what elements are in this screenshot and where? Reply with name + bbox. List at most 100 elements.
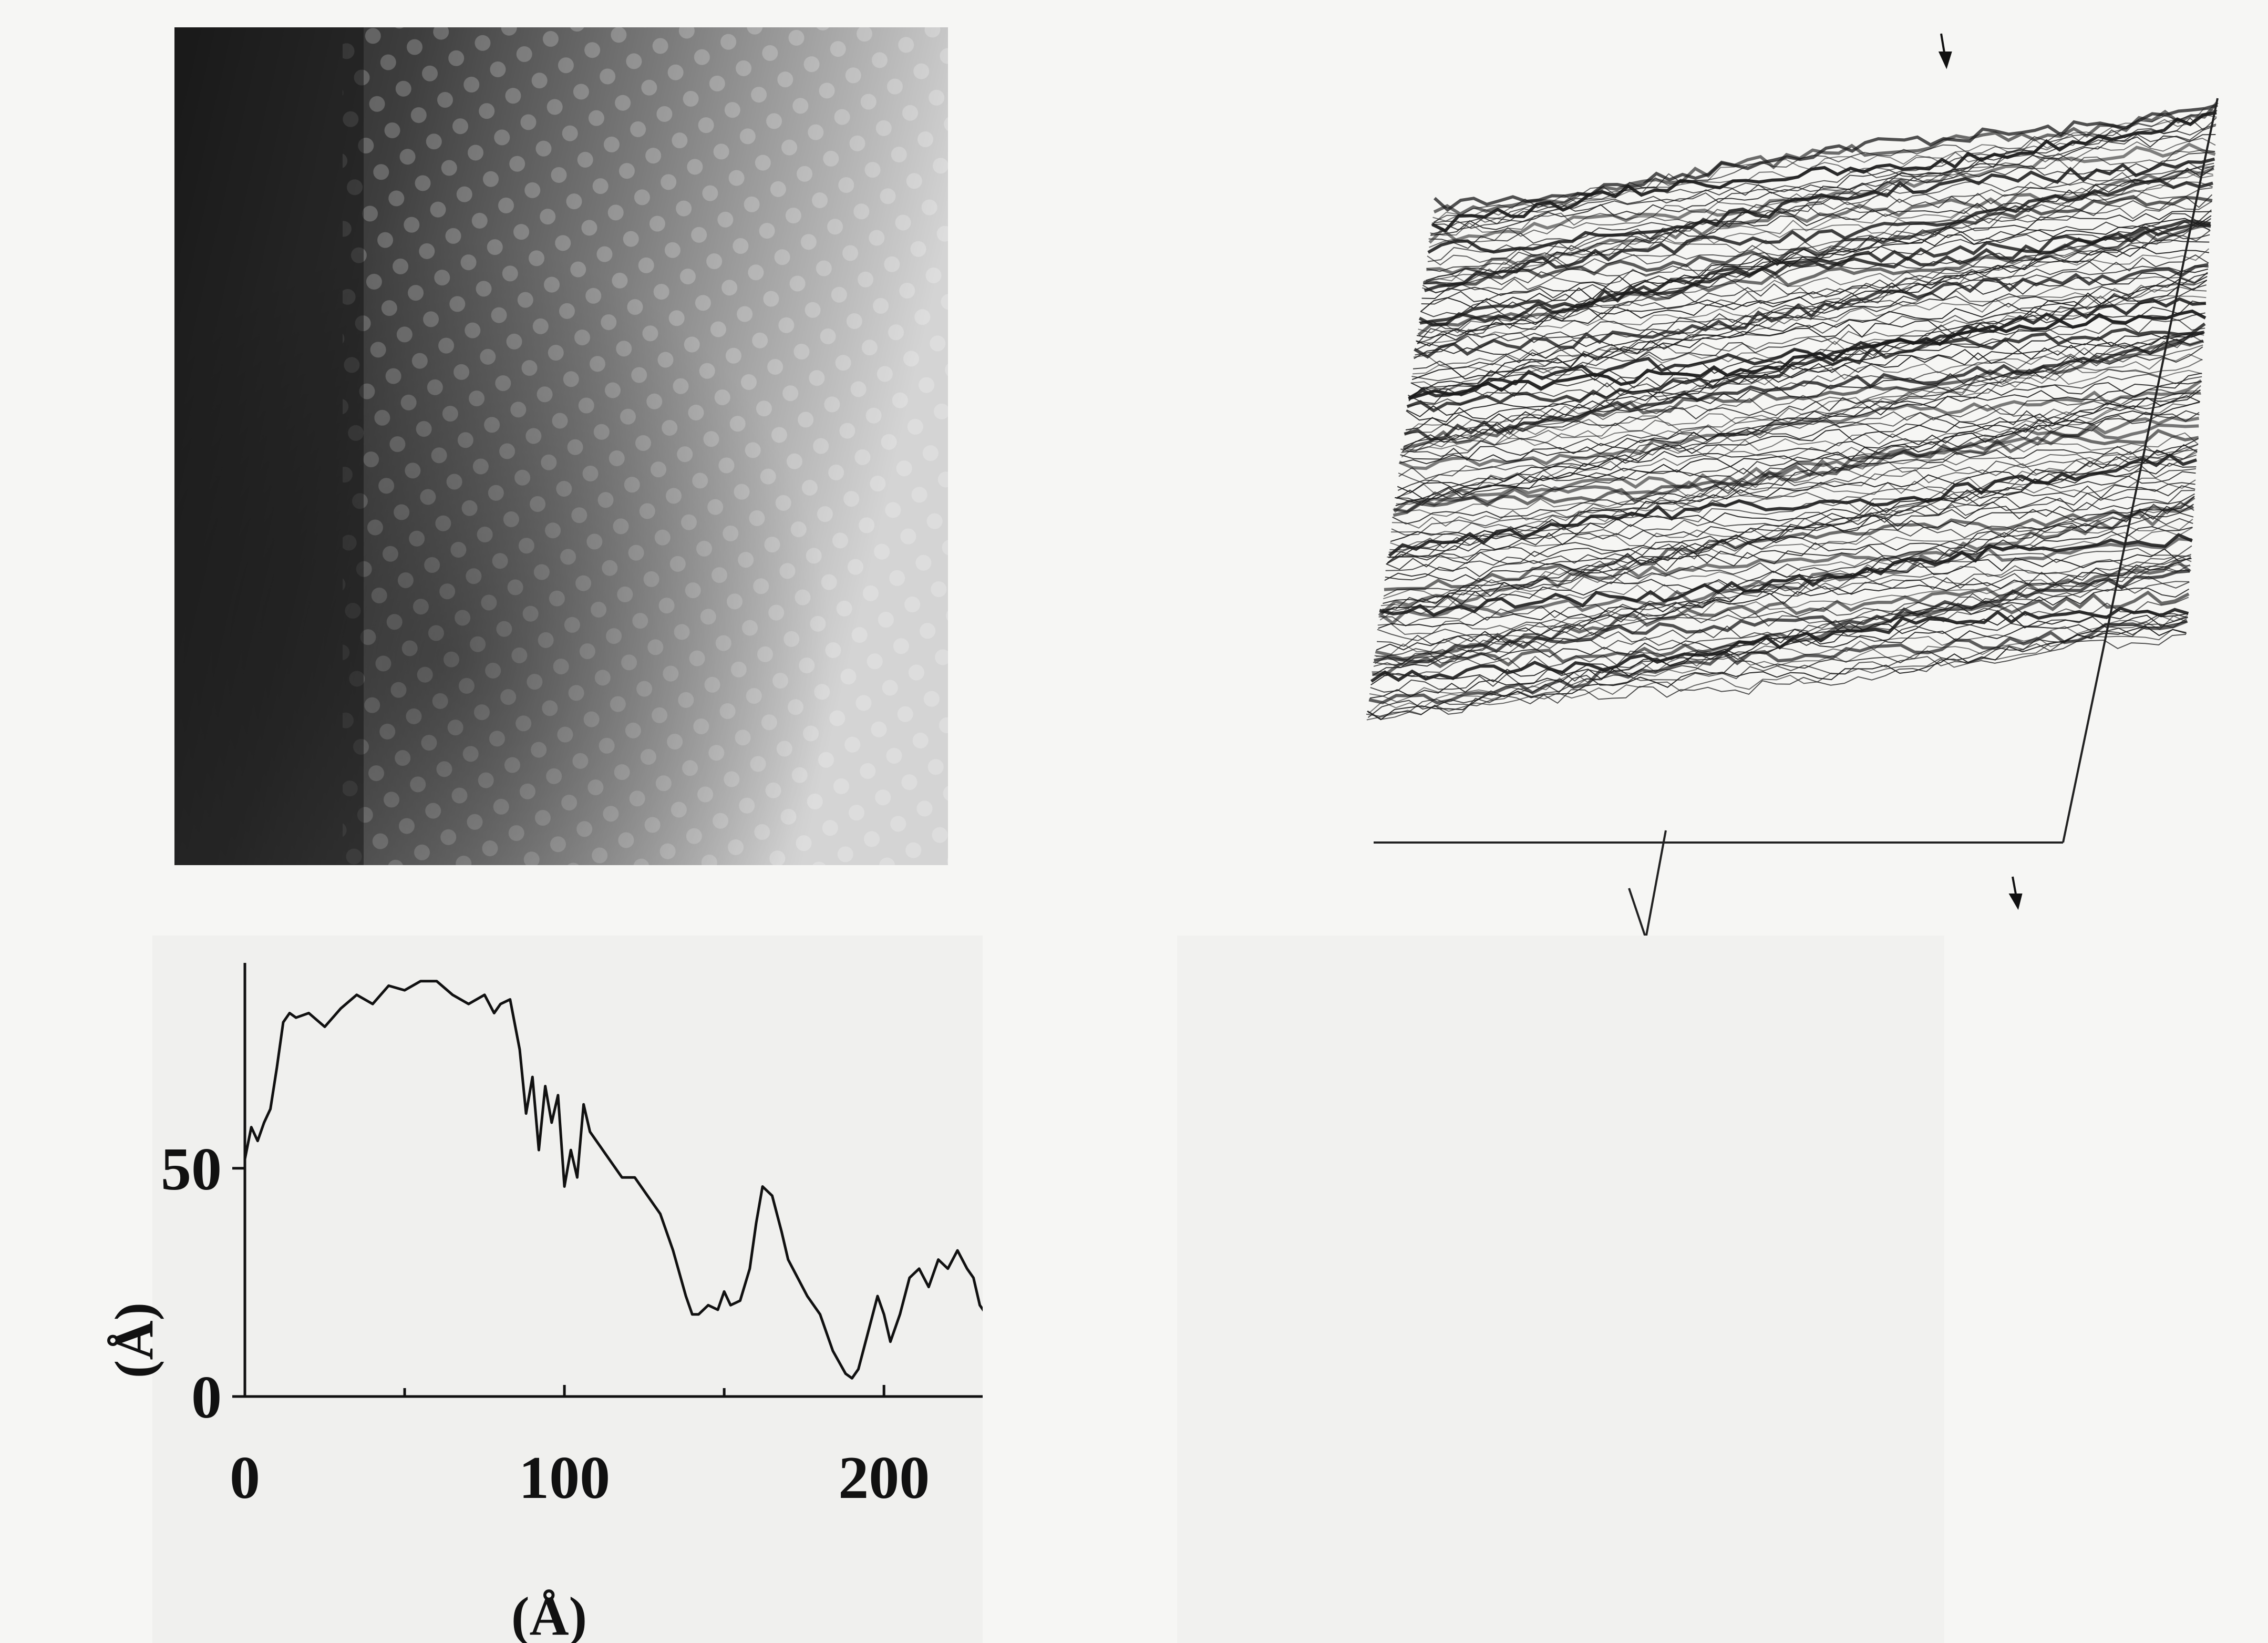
surface-contour-line bbox=[1366, 633, 2187, 717]
surface-contour-line bbox=[1395, 410, 2200, 506]
profile-chart: 0 100 200 0 50 (Å) (Å) bbox=[104, 936, 983, 1643]
surface-contour-line bbox=[1383, 501, 2194, 597]
surface-contour-line bbox=[1375, 566, 2190, 664]
surface-contour-line bbox=[1393, 429, 2199, 517]
surface-contour-line bbox=[1368, 619, 2188, 705]
y-tick-label: 50 bbox=[161, 1136, 222, 1203]
surface-contour-line bbox=[1414, 263, 2209, 359]
surface-contour-line bbox=[1386, 485, 2195, 570]
surface-contour-line bbox=[1416, 239, 2210, 341]
surface-contour-line bbox=[1425, 171, 2214, 283]
surface-contour-line bbox=[1406, 332, 2205, 417]
surface-contour-line bbox=[1424, 179, 2213, 292]
surface-contour-line bbox=[1383, 504, 2194, 604]
surface-contour-line bbox=[1417, 232, 2210, 344]
surface-contour-line bbox=[1370, 610, 2189, 686]
y-tick-label: 0 bbox=[191, 1364, 222, 1431]
surface-contour-line bbox=[1390, 451, 2198, 548]
surface-contour-line bbox=[1432, 114, 2217, 223]
surface-contour-line bbox=[1393, 432, 2199, 517]
surface-contour-line bbox=[1430, 125, 2217, 235]
surface-contour-line bbox=[1395, 401, 2200, 507]
surface-contour-line bbox=[1372, 588, 2190, 676]
surface-contour-line bbox=[1419, 221, 2211, 330]
surface-contour-line bbox=[1400, 373, 2202, 461]
surface-contour-line bbox=[1399, 381, 2202, 465]
surface-contour-line bbox=[1366, 629, 2187, 721]
surface-contour-line bbox=[1381, 516, 2193, 615]
surface-contour-line bbox=[1408, 297, 2207, 399]
surface-contour-line bbox=[1427, 161, 2215, 262]
surface-plot bbox=[1366, 33, 2219, 939]
surface-contour-line bbox=[1380, 526, 2193, 614]
stm-image-panel bbox=[174, 27, 948, 865]
y-axis-label: (Å) bbox=[104, 1302, 164, 1378]
surface-contour-line bbox=[1405, 332, 2204, 435]
x-tick-label: 100 bbox=[519, 1444, 610, 1512]
profile-series-line bbox=[243, 980, 983, 1380]
surface-contour-line bbox=[1402, 353, 2203, 453]
surface-contour-line bbox=[1372, 590, 2190, 676]
x-axis-label: (Å) bbox=[511, 1586, 587, 1643]
surface-contour-line bbox=[1405, 331, 2204, 430]
surface-contour-line bbox=[1378, 537, 2192, 625]
surface-contour-line bbox=[1413, 272, 2209, 366]
surface-contour-line bbox=[1416, 248, 2210, 344]
surface-contour-line bbox=[1428, 151, 2215, 249]
arrow-marker-top bbox=[1938, 33, 1952, 69]
surface-contour-line bbox=[1427, 166, 2214, 266]
surface-contour-line bbox=[1415, 265, 2209, 356]
surface-contour-line bbox=[1398, 385, 2201, 485]
surface-contour-line bbox=[1425, 171, 2213, 284]
surface-contour-line bbox=[1433, 101, 2219, 216]
surface-contour-line bbox=[1415, 254, 2209, 351]
surface-contour-line bbox=[1385, 493, 2195, 581]
surface-contour-line bbox=[1431, 111, 2217, 233]
surface-contour-line bbox=[1430, 134, 2216, 236]
surface-contour-line bbox=[1421, 210, 2212, 300]
surface-plot-panel bbox=[1303, 16, 2228, 951]
surface-contour-line bbox=[1397, 389, 2201, 494]
surface-contour-line bbox=[1414, 268, 2209, 360]
surface-contour-line bbox=[1380, 518, 2193, 609]
surface-contour-line bbox=[1421, 209, 2212, 305]
surface-contour-line bbox=[1411, 280, 2208, 391]
surface-contour-line bbox=[1407, 319, 2205, 407]
surface-contour-line bbox=[1418, 224, 2210, 334]
surface-contour-line bbox=[1369, 614, 2188, 699]
surface-contour-line bbox=[1388, 454, 2197, 553]
surface-contour-line bbox=[1392, 438, 2199, 525]
surface-contour-line bbox=[1403, 339, 2204, 450]
surface-contour-line bbox=[1398, 389, 2201, 480]
surface-contour-line bbox=[1369, 615, 2188, 703]
surface-contour-line bbox=[1405, 334, 2204, 434]
surface-contour-line bbox=[1418, 219, 2211, 327]
surface-contour-line bbox=[1391, 444, 2199, 529]
surface-contour-line bbox=[1413, 273, 2208, 369]
stm-image bbox=[174, 27, 948, 865]
surface-contour-line bbox=[1387, 477, 2196, 559]
surface-contour-line bbox=[1377, 553, 2192, 642]
surface-contour-line bbox=[1417, 230, 2210, 345]
surface-contour-line bbox=[1385, 490, 2195, 572]
x-tick-label: 200 bbox=[838, 1444, 930, 1512]
surface-contour-line bbox=[1427, 157, 2215, 254]
surface-contour-line bbox=[1396, 402, 2200, 505]
surface-lines bbox=[1366, 101, 2219, 721]
surface-contour-line bbox=[1401, 358, 2203, 458]
surface-contour-line bbox=[1391, 444, 2198, 536]
surface-contour-line bbox=[1431, 124, 2217, 230]
surface-contour-line bbox=[1416, 247, 2210, 347]
surface-contour-line bbox=[1411, 279, 2208, 382]
surface-contour-line bbox=[1424, 187, 2213, 285]
surface-contour-line bbox=[1397, 390, 2201, 498]
surface-contour-line bbox=[1406, 332, 2205, 423]
profile-chart-panel: 0 100 200 0 50 (Å) (Å) bbox=[100, 936, 983, 1643]
surface-contour-line bbox=[1402, 346, 2203, 452]
surface-contour-line bbox=[1374, 564, 2190, 665]
blank-panel bbox=[1177, 936, 1944, 1643]
surface-contour-line bbox=[1397, 392, 2201, 491]
surface-contour-line bbox=[1374, 569, 2190, 664]
surface-contour-line bbox=[1433, 103, 2218, 212]
surface-contour-line bbox=[1387, 466, 2197, 563]
